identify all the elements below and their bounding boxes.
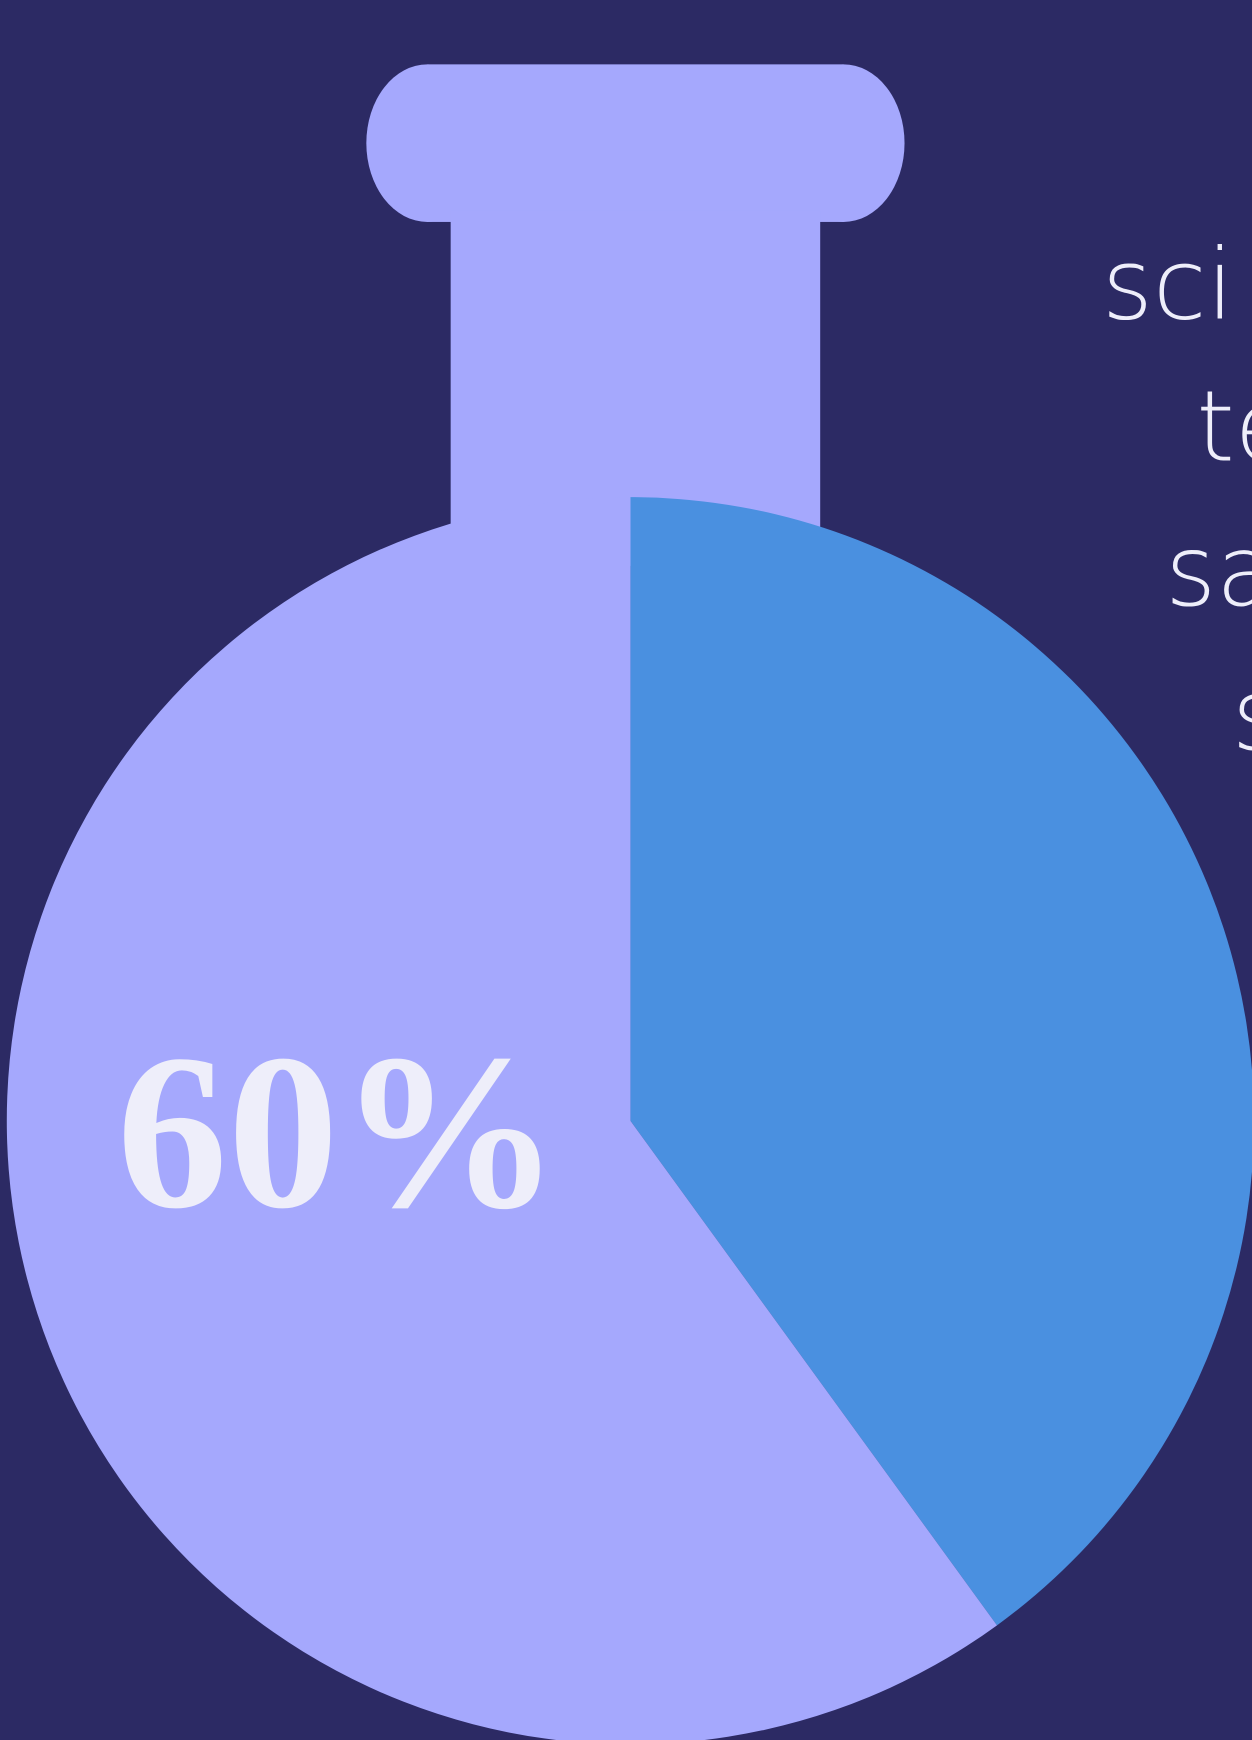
side-text-line: sa: [1165, 515, 1252, 629]
side-text-line: sci: [1102, 228, 1234, 342]
side-text-line: s: [1232, 659, 1252, 773]
pie-slice: [6, 497, 998, 1740]
cap: [427, 64, 844, 222]
value-label: 60%: [117, 1009, 561, 1255]
pie: [6, 497, 1252, 1740]
side-text: sci te sa s: [1102, 228, 1252, 773]
pie-slice: [630, 497, 1252, 1626]
side-text-line: te: [1196, 371, 1252, 485]
